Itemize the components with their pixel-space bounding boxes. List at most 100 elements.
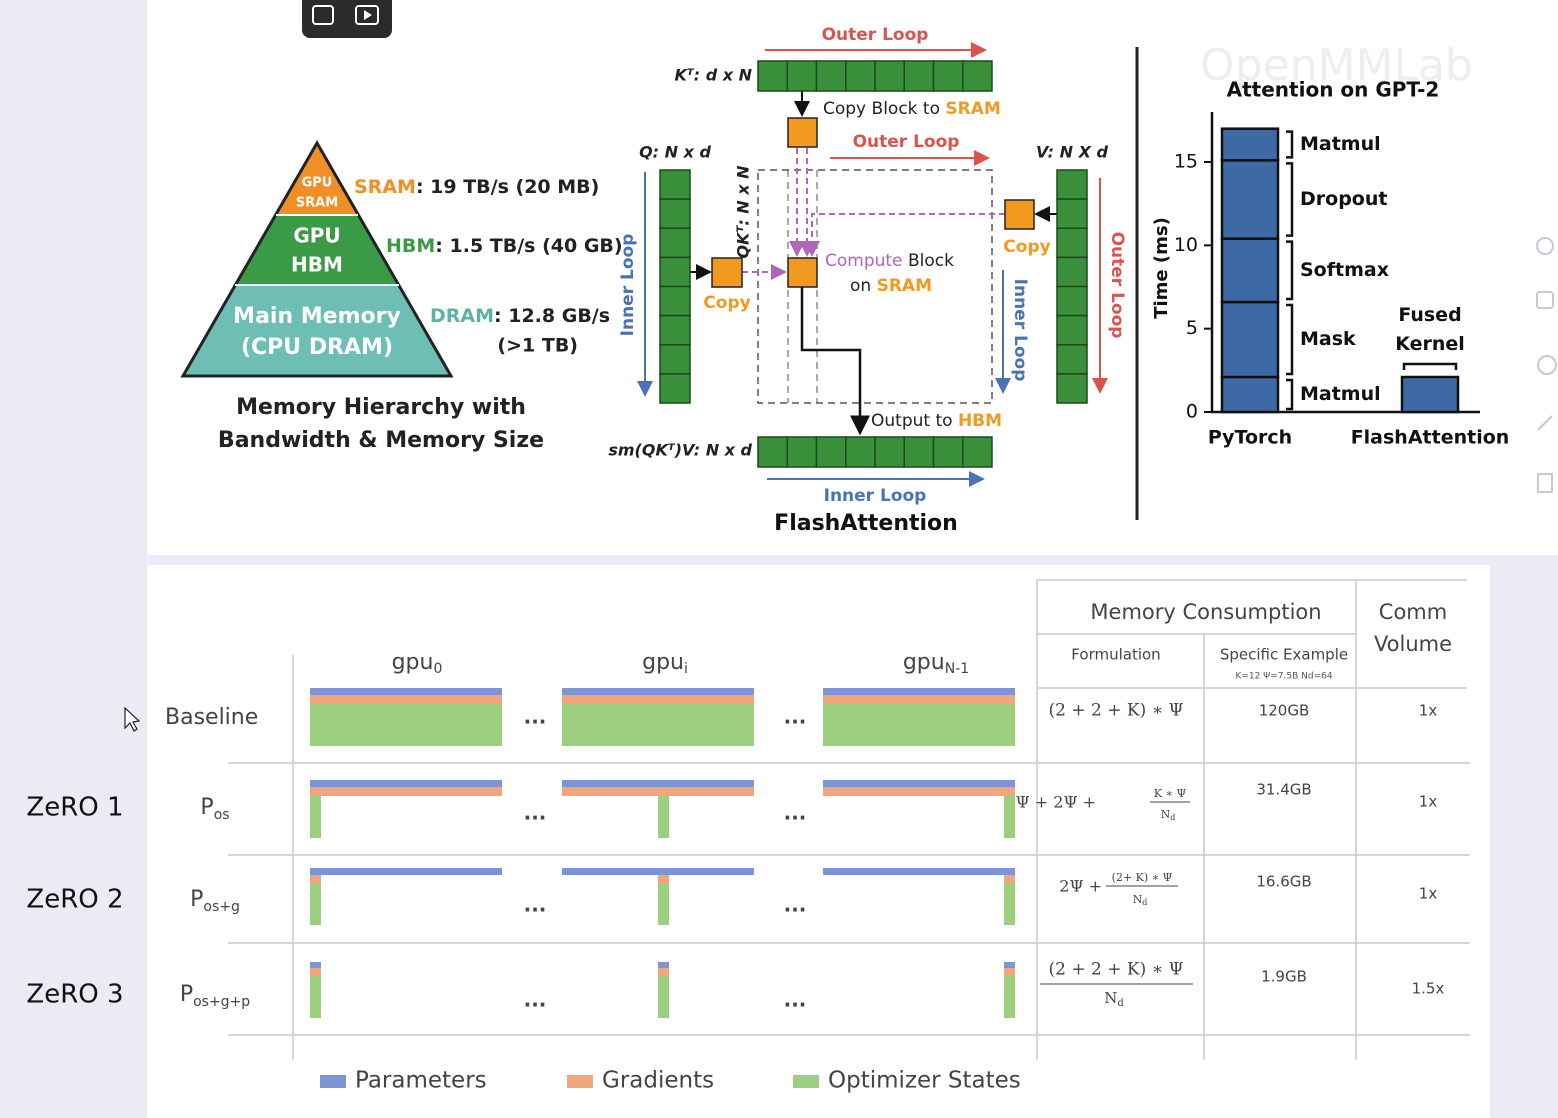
copy-label: Copy (703, 293, 750, 313)
loop-label: Outer Loop (1107, 232, 1127, 339)
text: d (1142, 898, 1147, 907)
bar-segment (1220, 159, 1280, 240)
diagram-title: FlashAttention (774, 511, 958, 536)
stage-label: Pos+g (190, 887, 240, 915)
memory-block (310, 883, 321, 925)
spec-value: : 12.8 GB/s (494, 305, 610, 327)
level-label: GPU (293, 224, 340, 248)
matrix-cell (1056, 285, 1088, 317)
text: Compute (825, 251, 903, 271)
sram-level (276, 143, 358, 215)
text: HBM (958, 411, 1002, 431)
memory-block (658, 962, 669, 968)
bracket (1286, 162, 1294, 237)
formulation: 2Ψ + (1059, 877, 1102, 896)
matrix-cell (659, 198, 691, 229)
level-label: Main Memory (233, 304, 401, 329)
segment-label: Softmax (1300, 259, 1389, 281)
video-toolbar[interactable] (302, 0, 392, 38)
memory-block (562, 787, 754, 796)
zero-table: Memory Consumption Comm Volume Formulati… (26, 579, 1470, 1094)
caption: Memory Hierarchy with (236, 395, 526, 420)
text: gpu (903, 650, 945, 675)
memory-block (310, 704, 502, 746)
matrix-cell (1056, 373, 1088, 404)
bracket (1286, 378, 1294, 411)
memory-block (310, 688, 502, 695)
spec-value: : 19 TB/s (20 MB) (416, 176, 599, 198)
copy-label: Copy (1003, 237, 1050, 257)
ellipsis: ... (524, 705, 547, 729)
matrix-cell (932, 436, 964, 468)
text: Block (908, 251, 954, 271)
memory-block (658, 875, 669, 883)
spec-extra: (>1 TB) (497, 335, 578, 357)
step-label: Output to HBM (871, 411, 1002, 431)
denominator: Nd (1104, 989, 1124, 1009)
text: gpu (392, 650, 434, 675)
spec-name: SRAM (354, 176, 416, 198)
text: N-1 (945, 661, 969, 677)
text: os (214, 807, 230, 823)
memory-block (823, 787, 1015, 796)
text: SRAM (877, 276, 932, 296)
memory-block (562, 704, 754, 746)
memory-block (823, 780, 1015, 787)
example: 16.6GB (1256, 873, 1311, 891)
memory-block (310, 976, 321, 1018)
text: N (1133, 893, 1143, 906)
header: Formulation (1071, 646, 1160, 664)
numerator: (2+ K) ∗ Ψ (1112, 871, 1173, 884)
row-name: ZeRO 2 (26, 885, 123, 915)
memory-block (310, 787, 502, 796)
spec-name: HBM (386, 235, 435, 257)
memory-block (310, 968, 321, 976)
segment-label: Matmul (1300, 133, 1381, 155)
text: P (180, 982, 193, 1007)
cursor (124, 706, 141, 732)
stage-label: Baseline (165, 705, 258, 730)
legend-swatch (320, 1075, 346, 1088)
header: Comm (1379, 600, 1447, 624)
spec: DRAM: 12.8 GB/s (430, 305, 610, 327)
numerator: K ∗ Ψ (1154, 787, 1187, 800)
row-name: ZeRO 3 (26, 980, 123, 1010)
formulation: 2Ψ + 2Ψ + (1006, 793, 1097, 812)
header: Specific Example (1220, 646, 1348, 664)
bracket (1402, 362, 1458, 370)
text: P (190, 887, 203, 912)
formulation: (2 + 2 + K) ∗ Ψ (1049, 701, 1184, 721)
side-icons[interactable] (1536, 237, 1557, 493)
y-tick-label: 0 (1186, 401, 1198, 423)
matrix-label: sm(QKᵀ)V: N x d (608, 441, 752, 460)
matrix-cell (659, 344, 691, 375)
segment-label: Matmul (1300, 383, 1381, 405)
memory-block (562, 868, 754, 875)
legend-swatch (567, 1075, 593, 1088)
memory-block (562, 695, 754, 704)
bar-segment (1400, 375, 1460, 414)
matrix-cell (815, 60, 847, 92)
legend-swatch (793, 1075, 819, 1088)
spec-name: DRAM (430, 305, 494, 327)
row-name: ZeRO 1 (26, 793, 123, 823)
legend-label: Parameters (355, 1068, 487, 1094)
matrix-cell (659, 314, 691, 346)
text: N (1104, 989, 1117, 1007)
text: os+g (203, 899, 239, 915)
memory-block (1004, 875, 1015, 883)
matrix-cell (659, 373, 691, 404)
stage-label: Pos+g+p (180, 982, 250, 1010)
matrix-label: V: N X d (1036, 143, 1109, 162)
matrix-cell (903, 436, 935, 468)
ellipsis: ... (524, 801, 547, 825)
y-tick-label: 5 (1186, 317, 1198, 339)
memory-block (1004, 968, 1015, 976)
chart: 0 5 10 15 PyTorch Matmul Mask Softmax Dropout Mat… (1174, 127, 1509, 449)
comm: 1.5x (1412, 980, 1445, 998)
bottom-slide (147, 565, 1490, 1118)
matrix-label: Kᵀ: d x N (674, 66, 752, 85)
memory-block (310, 780, 502, 787)
segment-label: Mask (1300, 328, 1356, 350)
matrix-cell (1056, 256, 1088, 288)
